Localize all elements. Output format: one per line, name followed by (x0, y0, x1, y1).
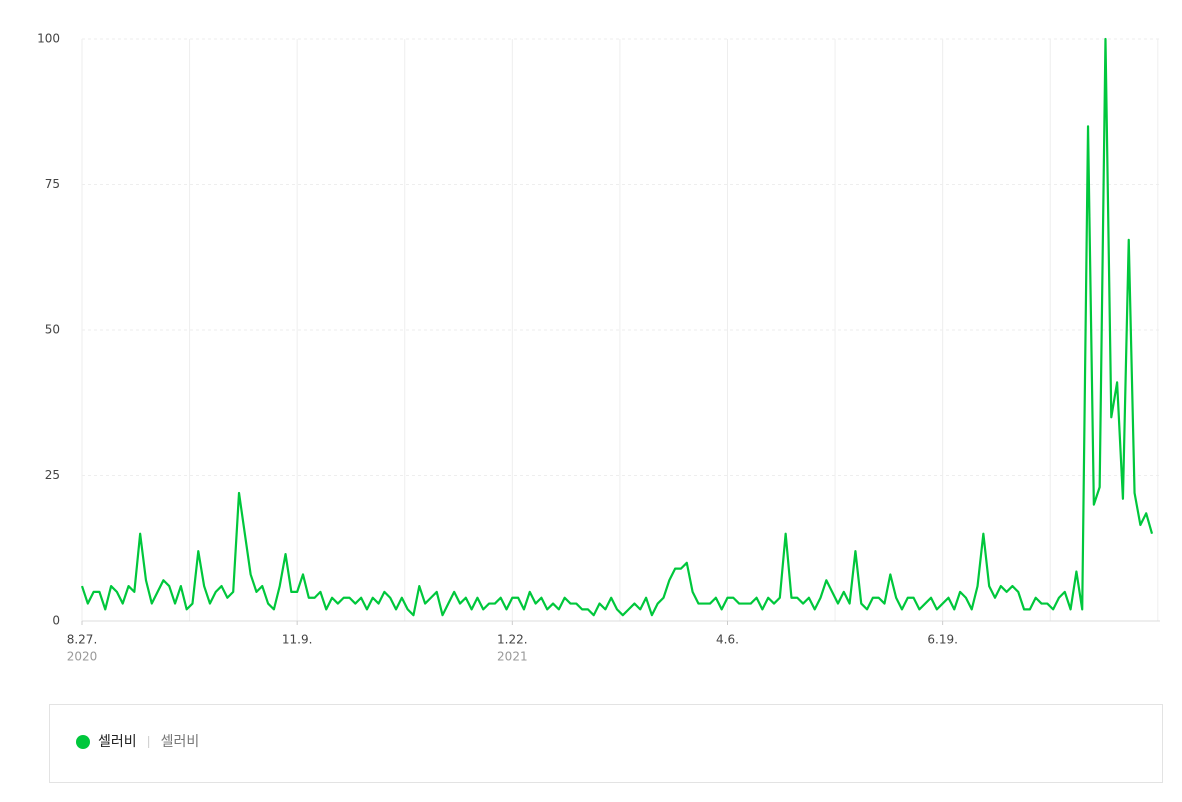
x-tick-label: 1.22. (497, 633, 528, 647)
x-tick-label: 11.9. (282, 633, 313, 647)
x-tick-label: 6.19. (927, 633, 958, 647)
legend-box (49, 704, 1163, 783)
x-year-label: 2021 (497, 650, 528, 664)
legend-name: 셀러비 (98, 734, 137, 750)
data-line (80, 37, 1154, 617)
y-tick-label: 25 (45, 468, 60, 482)
y-tick-label: 50 (45, 323, 60, 337)
legend-keywords: 셀러비 (161, 734, 200, 750)
legend-marker (76, 735, 90, 749)
x-year-label: 2020 (67, 650, 98, 664)
x-tick-label: 4.6. (716, 633, 739, 647)
y-tick-label: 75 (45, 177, 60, 191)
y-tick-label: 0 (52, 614, 60, 628)
y-tick-label: 100 (37, 32, 60, 46)
x-tick-label: 8.27. (67, 633, 98, 647)
